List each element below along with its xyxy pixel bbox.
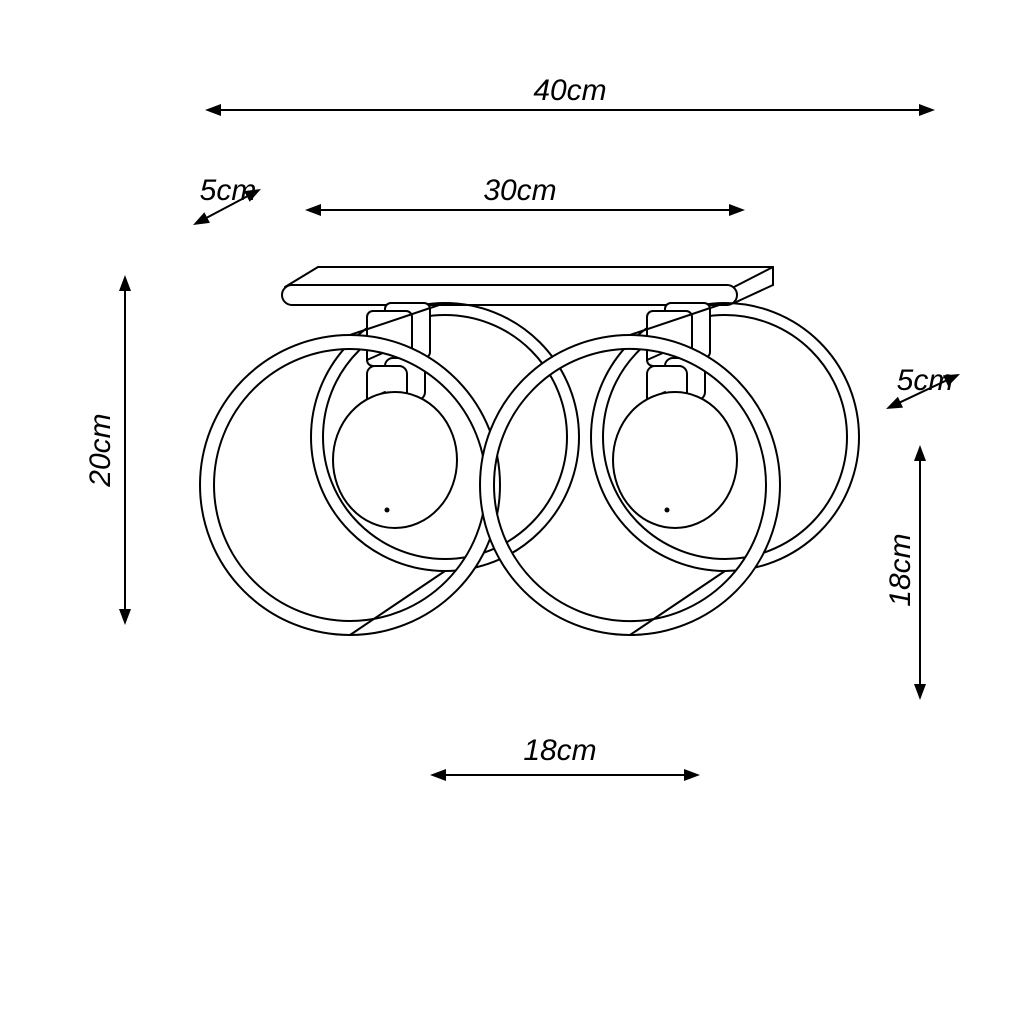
label-width_bar: 30cm [483, 174, 556, 207]
label-depth_far: 5cm [897, 364, 954, 397]
dimension-drawing: 40cm 30cm 5cm 5cm 20cm 18cm 18cm [0, 0, 1024, 1024]
label-width_total: 40cm [533, 74, 606, 107]
label-ring_width: 18cm [523, 734, 596, 767]
right-ring [480, 303, 859, 635]
ceiling-bar [282, 267, 773, 305]
dim-arrow-ring-width [430, 769, 700, 781]
lamp-fixture [200, 267, 859, 635]
dim-arrow-height-total [119, 275, 131, 625]
label-ring_height: 18cm [884, 533, 917, 606]
label-height_total: 20cm [84, 413, 117, 487]
label-depth_bar: 5cm [200, 174, 257, 207]
